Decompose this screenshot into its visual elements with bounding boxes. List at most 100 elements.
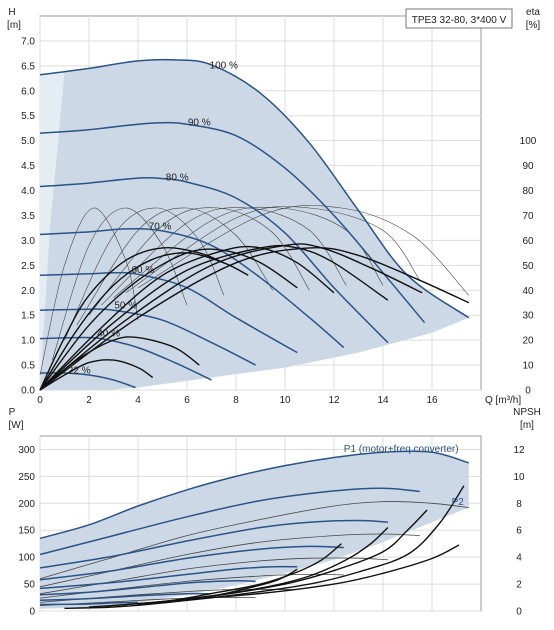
- p1-curve: [39, 487, 420, 556]
- head-x-axis-label: Q [m³/h]: [485, 395, 521, 406]
- head-y-axis-unit: [m]: [7, 20, 21, 31]
- head-region-left-strip: [40, 72, 65, 391]
- head-eta-tick-label: 10: [522, 361, 534, 372]
- p2-curve: [39, 597, 256, 606]
- p1-curve: [39, 580, 256, 596]
- head-x-tick-label: 8: [233, 395, 239, 406]
- head-speed-curve: [39, 308, 256, 366]
- npsh-tick-label: 0: [516, 607, 522, 618]
- p1-curve: [39, 519, 388, 569]
- head-eta-tick-label: 90: [522, 161, 534, 172]
- head-efficiency-curve: [39, 244, 389, 391]
- head-speed-curve: [39, 271, 298, 354]
- head-speed-curve: [39, 336, 212, 381]
- head-efficiency-curve: [39, 252, 249, 391]
- npsh-axis-label: NPSH: [513, 407, 541, 418]
- head-y-tick-label: 2.0: [21, 286, 35, 297]
- speed-curve-label: 22 %: [68, 366, 91, 377]
- power-y-axis-unit: [W]: [9, 420, 24, 431]
- speed-curve-label: 80 %: [166, 173, 189, 184]
- head-eta-tick-label: 50: [522, 261, 534, 272]
- head-efficiency-contour: [64, 207, 225, 341]
- head-plot: 0 2 4 6 8 10 12 14 16 0.0 0.5 1.0 1.5 2.0 2.5 3.0 3.5 4.0…: [7, 7, 540, 406]
- p1-curve: [39, 450, 470, 540]
- head-x-tick-label: 10: [279, 395, 291, 406]
- speed-curve-label: 40 %: [97, 329, 120, 340]
- head-speed-curve: [39, 121, 426, 324]
- p1-curve: [39, 592, 212, 601]
- head-efficiency-curve: [39, 336, 200, 391]
- p2-curve: [39, 501, 469, 580]
- head-x-tick-label: 0: [37, 395, 43, 406]
- head-efficiency-contour: [52, 207, 188, 361]
- head-y-tick-label: 2.5: [21, 261, 35, 272]
- head-y-tick-label: 1.0: [21, 336, 35, 347]
- head-y-axis-label: H: [8, 7, 15, 18]
- speed-curve-label: 70 %: [149, 221, 172, 232]
- power-plot: 0 50 100 150 200 250 300 0 2 4 6 8 10 12 P1 (motor+fre…: [9, 407, 541, 618]
- power-y-tick-label: 100: [18, 553, 35, 564]
- npsh-tick-label: 12: [513, 445, 525, 456]
- head-operating-region: [40, 59, 469, 390]
- p2-curve: [39, 557, 388, 595]
- head-efficiency-curve: [39, 246, 470, 391]
- head-x-tick-label: 6: [184, 395, 190, 406]
- head-x-tick-label: 12: [328, 395, 340, 406]
- head-y-tick-label: 1.5: [21, 311, 35, 322]
- head-speed-curve: [39, 176, 389, 344]
- p1-curve: [39, 601, 139, 606]
- power-y-tick-label: 150: [18, 526, 35, 537]
- power-y-tick-label: 50: [24, 580, 36, 591]
- head-x-tick-label: 2: [86, 395, 92, 406]
- npsh-tick-label: 2: [516, 580, 522, 591]
- head-eta-tick-label: 30: [522, 311, 534, 322]
- speed-curve-label: 100 %: [210, 60, 238, 71]
- npsh-tick-label: 8: [516, 499, 522, 510]
- head-x-tick-label: 4: [135, 395, 141, 406]
- series-label: P2: [452, 497, 465, 508]
- npsh-tick-label: 4: [516, 553, 522, 564]
- npsh-curve: [162, 485, 465, 604]
- p1-curve: [39, 565, 298, 590]
- head-x-tick-label: 16: [426, 395, 438, 406]
- head-y-tick-label: 0.0: [21, 386, 35, 397]
- npsh-tick-label: 6: [516, 526, 522, 537]
- power-y-tick-label: 0: [29, 607, 35, 618]
- head-efficiency-curve: [39, 248, 298, 391]
- head-efficiency-curve: [39, 243, 423, 391]
- head-eta-tick-label: 40: [522, 286, 534, 297]
- power-y-tick-label: 300: [18, 445, 35, 456]
- head-y-tick-label: 5.5: [21, 111, 35, 122]
- speed-curve-label: 50 %: [114, 301, 137, 312]
- head-eta-tick-label: 100: [520, 136, 537, 147]
- head-efficiency-curve: [39, 245, 335, 391]
- head-x-tick-label: 14: [377, 395, 389, 406]
- head-y-tick-label: 6.5: [21, 61, 35, 72]
- head-efficiency-curve: [39, 246, 225, 391]
- npsh-axis-unit: [m]: [520, 420, 534, 431]
- p1-curve: [39, 545, 344, 581]
- head-eta-tick-label: 70: [522, 211, 534, 222]
- head-y-tick-label: 6.0: [21, 86, 35, 97]
- head-y-tick-label: 4.0: [21, 186, 35, 197]
- head-y-tick-label: 4.5: [21, 161, 35, 172]
- head-eta-tick-label: 0: [525, 386, 531, 397]
- npsh-curve: [174, 544, 460, 601]
- head-eta-tick-label: 80: [522, 186, 534, 197]
- power-y-axis-label: P: [9, 407, 16, 418]
- head-y-tick-label: 3.5: [21, 211, 35, 222]
- npsh-curve: [137, 509, 428, 605]
- head-y-tick-label: 5.0: [21, 136, 35, 147]
- eta-axis-unit: [%]: [526, 20, 541, 31]
- head-efficiency-curve: [39, 359, 154, 391]
- eta-axis-label: eta: [526, 7, 540, 18]
- npsh-tick-label: 10: [513, 472, 525, 483]
- head-eta-tick-label: 20: [522, 336, 534, 347]
- head-y-tick-label: 0.5: [21, 361, 35, 372]
- head-y-tick-label: 3.0: [21, 236, 35, 247]
- power-y-tick-label: 200: [18, 499, 35, 510]
- head-speed-curve: [39, 58, 470, 319]
- head-eta-tick-label: 60: [522, 236, 534, 247]
- head-speed-curve: [39, 228, 345, 349]
- series-label: P1 (motor+freq.converter): [344, 444, 459, 455]
